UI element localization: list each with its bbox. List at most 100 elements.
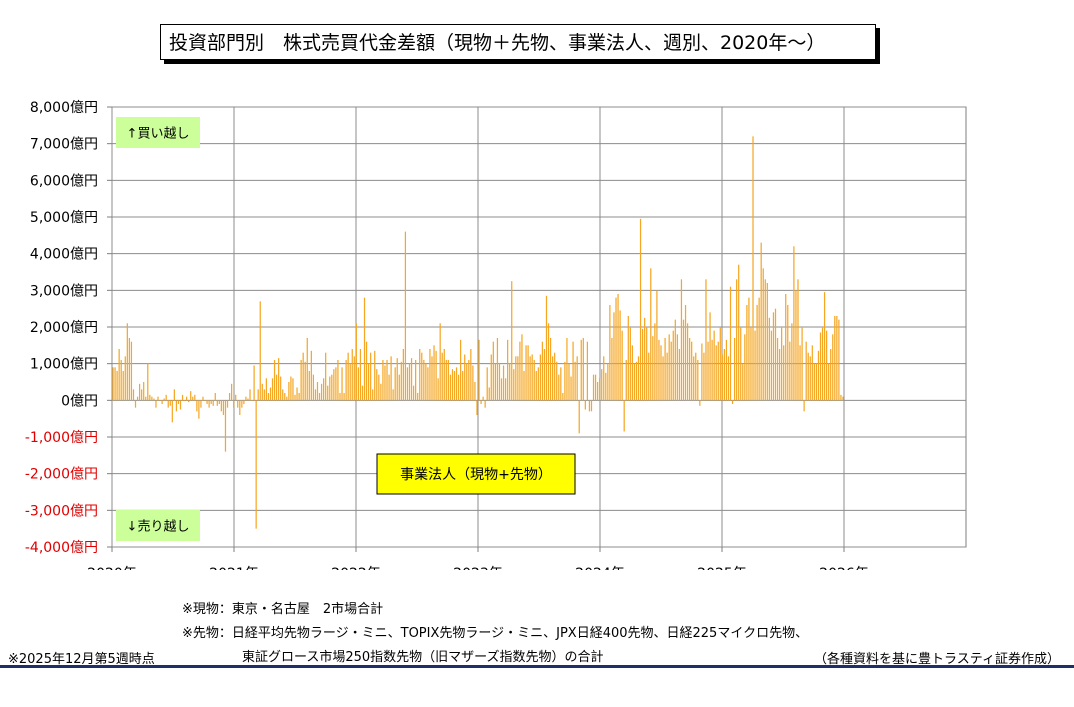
bar bbox=[169, 400, 171, 406]
bar bbox=[177, 400, 180, 404]
bar bbox=[715, 345, 717, 401]
bar bbox=[130, 341, 133, 401]
bar bbox=[134, 400, 137, 408]
y-tick-label: -3,000億円 bbox=[25, 503, 98, 519]
bar bbox=[294, 394, 296, 401]
bar bbox=[623, 400, 625, 432]
bar bbox=[372, 389, 374, 401]
bar bbox=[494, 363, 496, 401]
bar bbox=[576, 356, 578, 401]
bar bbox=[537, 367, 539, 401]
bar bbox=[441, 352, 443, 401]
bar bbox=[795, 290, 797, 401]
bar bbox=[809, 356, 811, 401]
note-futures-line2: 東証グロース市場250指数先物（旧マザーズ指数先物）の合計 bbox=[242, 650, 604, 665]
bar bbox=[758, 297, 760, 401]
bar bbox=[257, 389, 259, 401]
buy-label-box bbox=[116, 117, 200, 148]
bar bbox=[449, 374, 452, 401]
bar bbox=[566, 338, 568, 401]
bar bbox=[149, 394, 151, 401]
bar bbox=[519, 341, 521, 401]
bar bbox=[666, 352, 668, 401]
bar bbox=[554, 352, 556, 401]
bar bbox=[776, 338, 779, 401]
bar bbox=[136, 396, 139, 401]
bar bbox=[601, 369, 603, 401]
bar bbox=[237, 400, 239, 408]
bar bbox=[398, 374, 400, 401]
bar bbox=[145, 396, 147, 401]
bar bbox=[709, 312, 711, 401]
bar bbox=[175, 400, 178, 412]
bar bbox=[218, 400, 220, 404]
bar bbox=[482, 396, 484, 401]
bar bbox=[513, 369, 515, 401]
bar bbox=[374, 350, 376, 401]
bar bbox=[584, 400, 586, 410]
bar bbox=[335, 367, 337, 401]
bar bbox=[592, 374, 595, 401]
bar bbox=[613, 312, 615, 401]
bar bbox=[190, 391, 192, 401]
bar bbox=[594, 374, 597, 401]
bar bbox=[590, 400, 593, 412]
bar bbox=[388, 374, 390, 401]
bar bbox=[529, 356, 531, 401]
bar bbox=[466, 363, 468, 401]
bar bbox=[823, 292, 826, 401]
bar bbox=[453, 371, 456, 401]
bar bbox=[797, 279, 799, 401]
bar bbox=[486, 367, 488, 401]
bar bbox=[586, 341, 589, 401]
bar bbox=[695, 352, 697, 401]
bar bbox=[560, 367, 562, 401]
bar bbox=[259, 301, 261, 401]
bar bbox=[224, 400, 227, 452]
bar bbox=[128, 338, 130, 401]
y-tick-label: -1,000億円 bbox=[25, 430, 98, 446]
bar bbox=[682, 319, 685, 401]
bar bbox=[617, 294, 619, 401]
bar bbox=[349, 363, 351, 401]
bar bbox=[805, 341, 807, 401]
axis-layer bbox=[107, 106, 845, 552]
bar bbox=[210, 400, 212, 404]
bar bbox=[488, 387, 490, 401]
x-tick-label: 2022年 bbox=[331, 566, 381, 570]
bar bbox=[247, 398, 249, 401]
bar bbox=[308, 371, 310, 401]
bar bbox=[114, 367, 116, 401]
bar bbox=[118, 349, 120, 401]
x-tick-label: 2023年 bbox=[453, 566, 503, 570]
bar bbox=[402, 349, 404, 401]
bar-chart: 8,000億円 7,000億円 6,000億円 5,000億円 4,000億円 3,000… bbox=[25, 100, 967, 570]
series-label-text: 事業法人（現物+先物） bbox=[400, 467, 552, 483]
bar bbox=[271, 378, 274, 401]
bar bbox=[785, 294, 787, 401]
bar bbox=[764, 279, 766, 401]
bar bbox=[251, 400, 253, 401]
chart-title: 投資部門別 株式売買代金差額（現物＋先物、事業法人、週別、2020年～） bbox=[160, 24, 876, 60]
bar bbox=[318, 393, 321, 401]
bar bbox=[314, 389, 317, 401]
bar bbox=[421, 352, 423, 401]
bar bbox=[834, 316, 836, 401]
bar bbox=[355, 323, 357, 401]
y-tick-label: 5,000億円 bbox=[30, 210, 98, 226]
bar bbox=[641, 328, 644, 401]
bar bbox=[370, 352, 372, 401]
bar bbox=[625, 360, 627, 401]
bar bbox=[192, 396, 194, 401]
bar bbox=[680, 279, 683, 401]
bar bbox=[120, 360, 122, 401]
bar bbox=[662, 356, 664, 401]
bar bbox=[699, 400, 701, 406]
bar bbox=[378, 374, 380, 401]
bar bbox=[325, 352, 327, 401]
y-tick-label: 1,000億円 bbox=[30, 357, 98, 373]
bar bbox=[312, 374, 315, 401]
bar bbox=[819, 332, 822, 401]
bar bbox=[639, 218, 642, 401]
bar bbox=[762, 268, 764, 401]
